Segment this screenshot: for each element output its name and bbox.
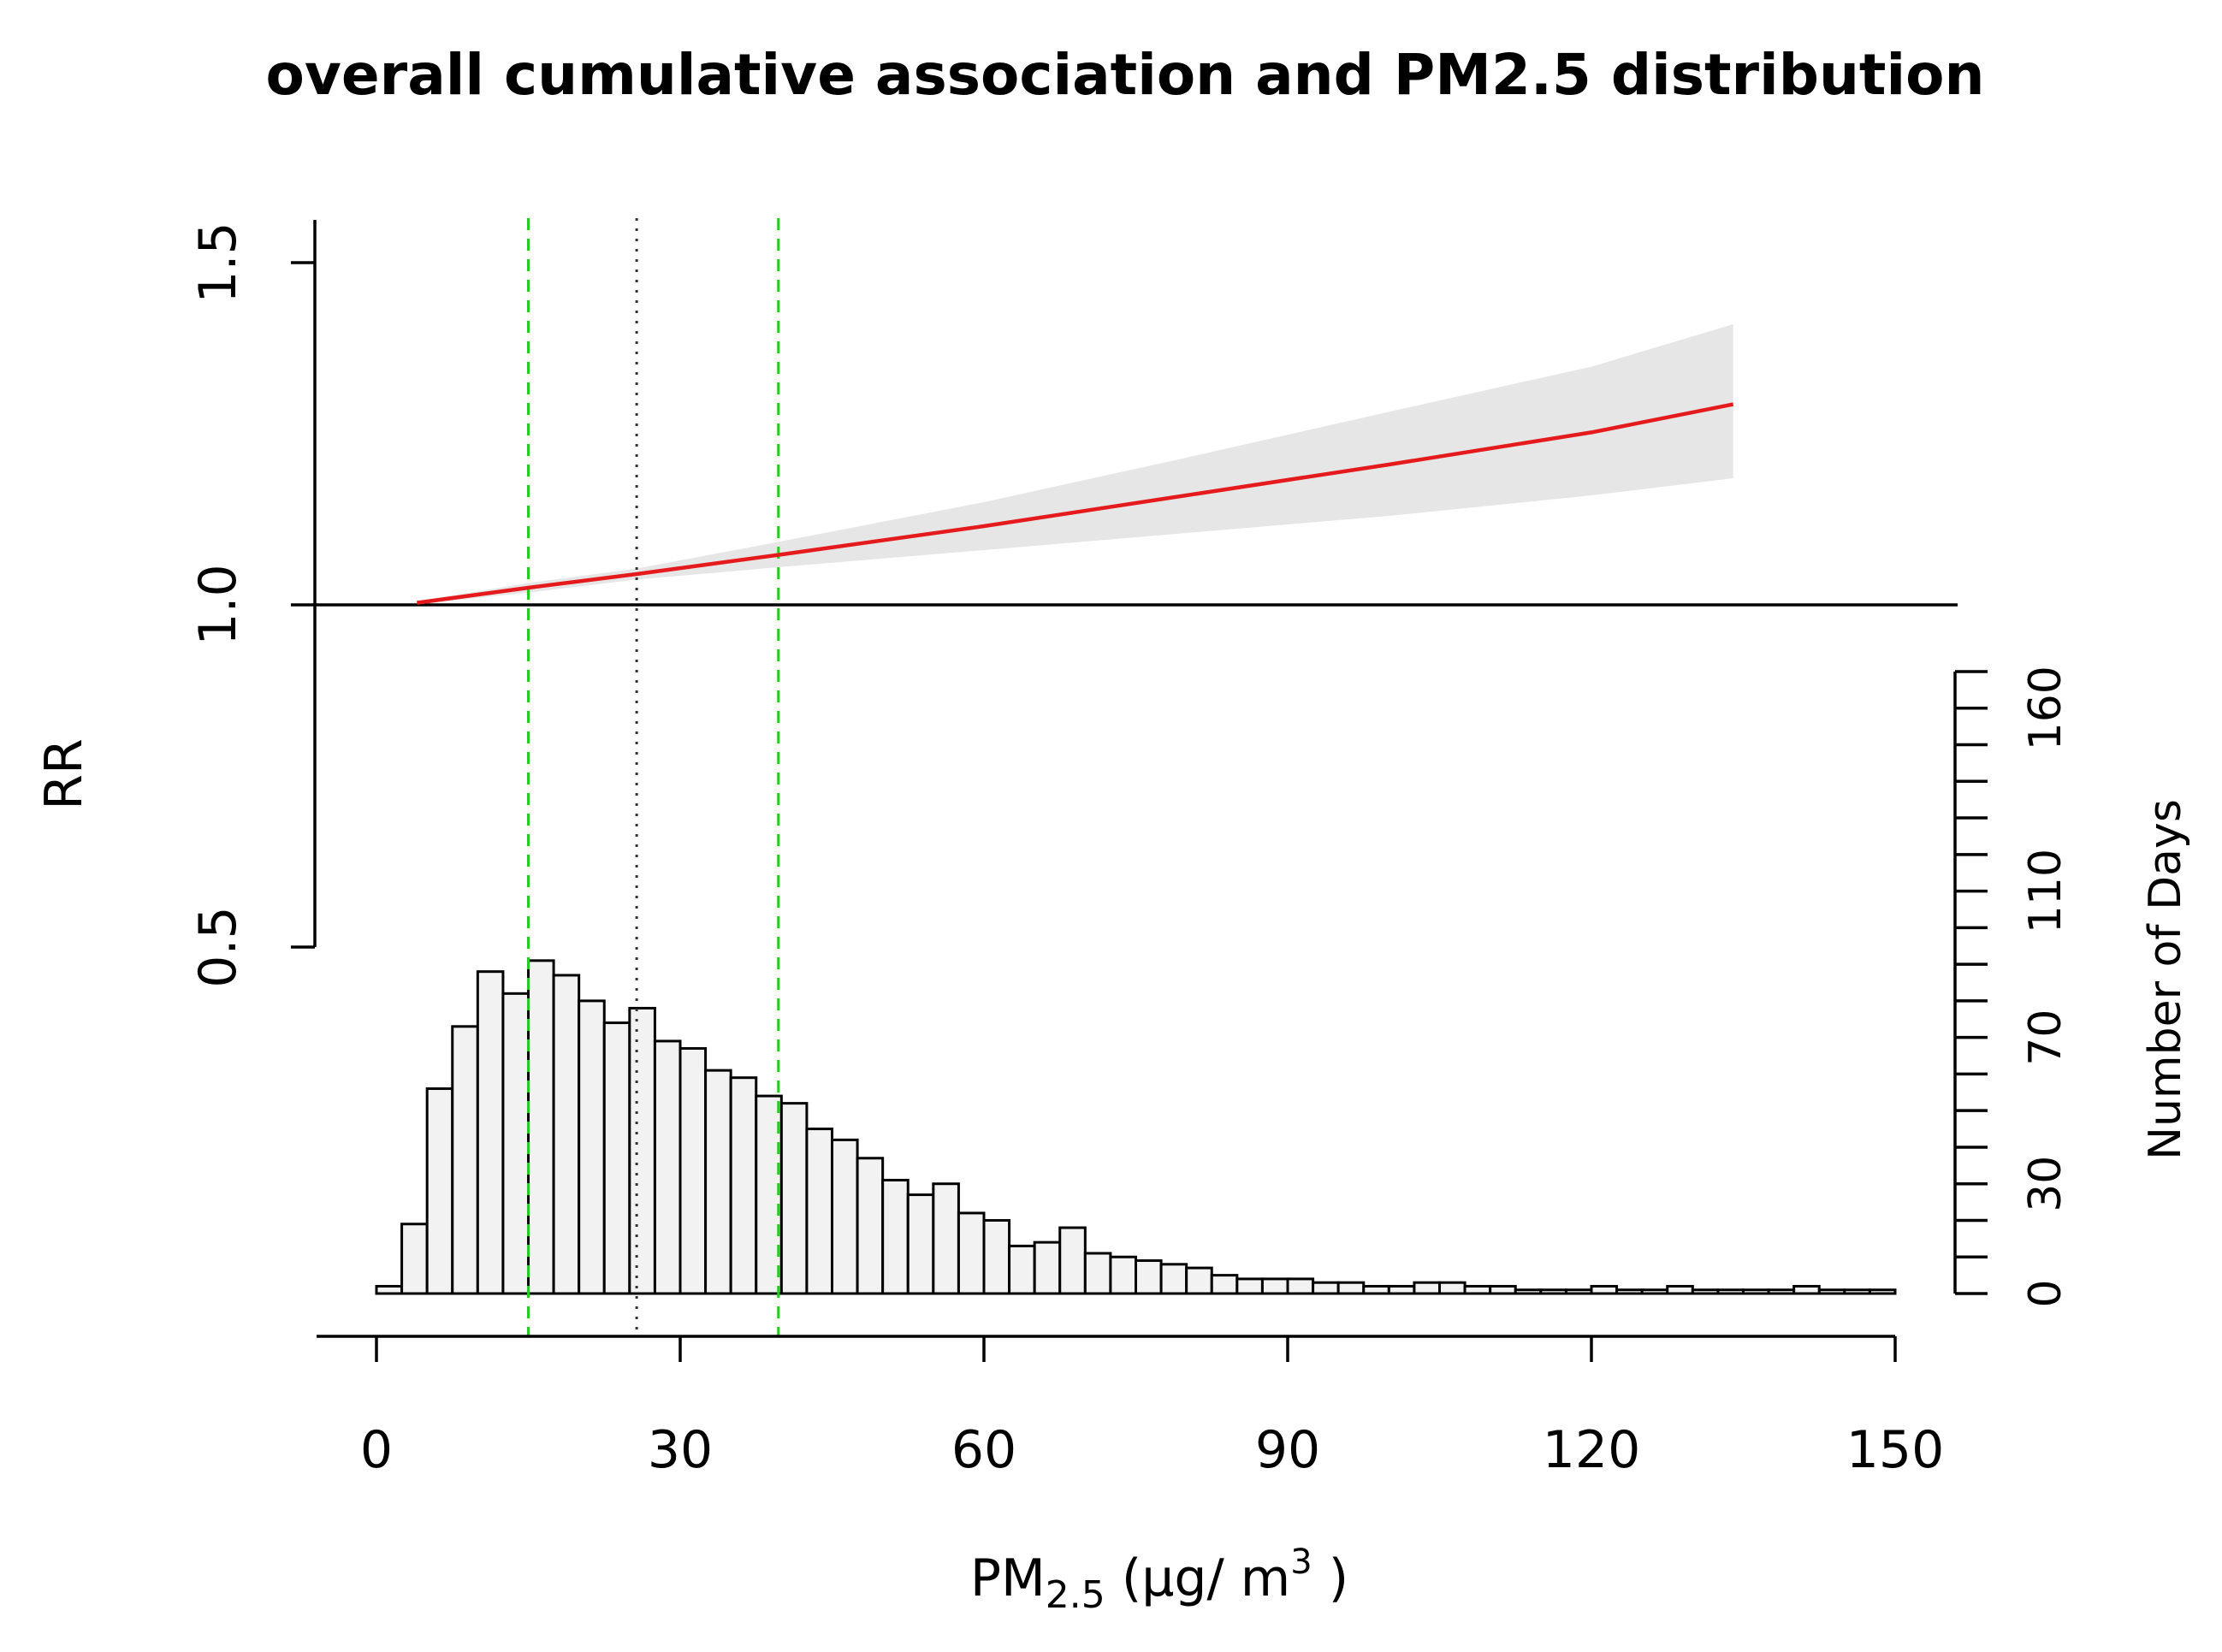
x-tick-label: 30 xyxy=(648,1420,713,1480)
histogram-bar xyxy=(1058,1226,1087,1295)
histogram-bar xyxy=(1640,1288,1669,1295)
histogram-bar xyxy=(1083,1252,1112,1295)
histogram-bar xyxy=(1489,1284,1517,1295)
histogram-bar xyxy=(1033,1240,1062,1295)
histogram-bar xyxy=(1666,1284,1694,1295)
histogram-bar xyxy=(1590,1284,1619,1295)
y-axis-label-right: Number of Days xyxy=(2140,799,2191,1160)
histogram-bar xyxy=(1564,1288,1593,1295)
histogram-bar xyxy=(451,1025,479,1295)
x-tick-label: 60 xyxy=(951,1420,1016,1480)
x-axis-label: PM2.5 (µg/ m3 ) xyxy=(970,1542,1348,1617)
histogram-bar xyxy=(1539,1288,1567,1295)
histogram-bar xyxy=(1413,1281,1441,1295)
histogram-bar xyxy=(1135,1259,1163,1295)
histogram-bar xyxy=(729,1076,758,1295)
y-tick-label-left: 1.0 xyxy=(188,564,248,645)
y-tick-label-left: 1.5 xyxy=(188,222,248,303)
histogram-bar xyxy=(1185,1266,1213,1295)
y-tick-label-right: 110 xyxy=(2020,849,2071,933)
histogram-bar xyxy=(552,974,581,1295)
histogram-bar xyxy=(1742,1288,1770,1295)
histogram-bar xyxy=(602,1021,631,1295)
x-tick-label: 0 xyxy=(360,1420,393,1480)
histogram-bar xyxy=(1362,1284,1390,1295)
histogram-bar xyxy=(1438,1281,1467,1295)
y-axis-label-left: RR xyxy=(34,738,94,809)
histogram-bar xyxy=(1008,1244,1036,1295)
ci-band xyxy=(417,324,1733,605)
histogram-bar xyxy=(501,992,530,1295)
histogram-bar xyxy=(476,970,505,1295)
x-label-base: PM xyxy=(970,1548,1046,1608)
ci-band-layer xyxy=(417,324,1733,605)
x-label-sub: 2.5 xyxy=(1046,1573,1105,1617)
histogram-bar xyxy=(1691,1288,1720,1295)
y-tick-label-right: 0 xyxy=(2020,1279,2071,1307)
histogram-bar xyxy=(527,959,555,1295)
histogram-bar xyxy=(779,1102,809,1295)
y-tick-label-right: 70 xyxy=(2020,1010,2071,1066)
histogram-bar xyxy=(1843,1288,1871,1295)
histogram-bar xyxy=(678,1046,708,1295)
histogram-bar xyxy=(1260,1277,1289,1295)
histogram-bar xyxy=(1817,1288,1846,1295)
x-label-sup: 3 xyxy=(1290,1542,1312,1582)
rr-curve-line xyxy=(417,402,1734,605)
histogram-bar xyxy=(1514,1288,1543,1295)
histogram-bar xyxy=(400,1223,429,1295)
histogram-bar xyxy=(1868,1288,1897,1295)
histogram-bar xyxy=(957,1211,986,1295)
histogram-bar xyxy=(1336,1281,1366,1295)
histogram-bar xyxy=(578,999,606,1295)
histogram-bar xyxy=(805,1128,834,1295)
histogram-bar xyxy=(881,1178,910,1295)
histogram-bar xyxy=(1767,1288,1796,1295)
chart-title: overall cumulative association and PM2.5… xyxy=(266,42,1985,108)
rr-curve-layer xyxy=(417,402,1734,605)
histogram-bar xyxy=(982,1218,1011,1295)
y-tick-label-right: 30 xyxy=(2020,1156,2071,1212)
histogram-layer xyxy=(375,959,1897,1295)
histogram-bar xyxy=(1312,1281,1340,1295)
histogram-bar xyxy=(1615,1288,1644,1295)
axes-layer: 0.5 1.0 1.5 0 30 60 90 120 150 0 30 70 110 160 xyxy=(188,220,2071,1480)
histogram-bar xyxy=(932,1182,960,1295)
histogram-bar xyxy=(1716,1288,1745,1295)
histogram-bar xyxy=(831,1138,859,1295)
histogram-bar xyxy=(375,1284,404,1295)
y-tick-label-left: 0.5 xyxy=(188,906,248,987)
histogram-bar xyxy=(1387,1284,1416,1295)
histogram-bar xyxy=(1235,1277,1264,1295)
x-label-close: ) xyxy=(1312,1548,1348,1608)
histogram-bar xyxy=(1792,1284,1821,1295)
histogram-bar xyxy=(425,1087,454,1295)
x-tick-label: 120 xyxy=(1543,1420,1641,1480)
x-tick-label: 150 xyxy=(1846,1420,1945,1480)
histogram-bar xyxy=(1159,1263,1188,1295)
histogram-bar xyxy=(1109,1255,1137,1295)
histogram-bar xyxy=(1286,1277,1315,1295)
x-label-unit: (µg/ m xyxy=(1105,1548,1290,1608)
vline-layer xyxy=(527,218,780,1336)
histogram-bar xyxy=(906,1193,935,1295)
y-tick-label-right: 160 xyxy=(2020,666,2071,750)
histogram-bar xyxy=(856,1157,885,1295)
histogram-bar xyxy=(704,1069,732,1295)
histogram-bar xyxy=(653,1039,682,1295)
x-tick-label: 90 xyxy=(1255,1420,1320,1480)
histogram-bar xyxy=(1463,1284,1492,1295)
histogram-bar xyxy=(1210,1274,1239,1295)
histogram-bar xyxy=(628,1006,656,1295)
